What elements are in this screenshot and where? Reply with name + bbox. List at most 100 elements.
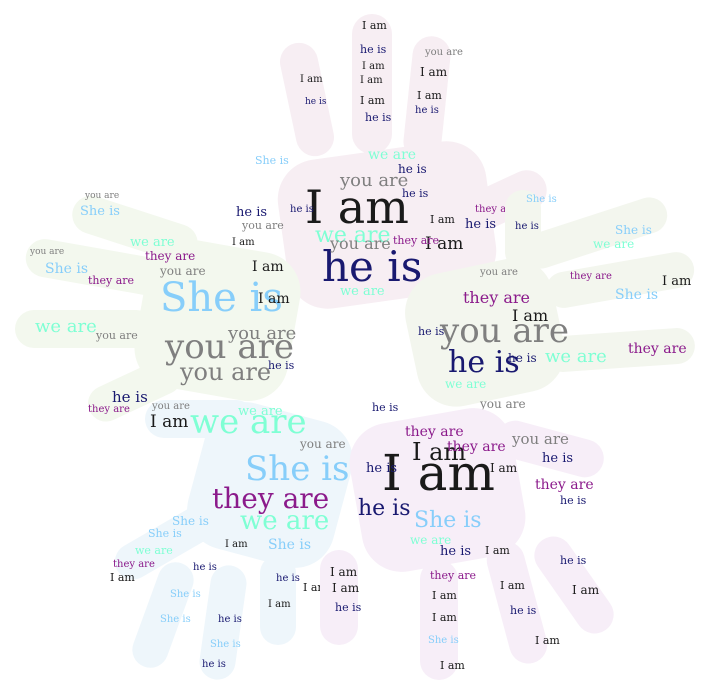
left-hand-word-you-are: you are: [160, 264, 206, 278]
left-hand-word-we-are: we are: [35, 316, 97, 337]
right-hand-word-you-are: you are: [480, 397, 526, 411]
bottom-right-hand-word-he-is: he is: [335, 601, 362, 614]
right-hand-word-they-are: they are: [628, 341, 687, 357]
bottom-left-hand-word-i-am: I am: [225, 539, 248, 550]
bottom-left-hand-word-he-is: he is: [218, 614, 242, 625]
bottom-left-hand-thumb: [145, 400, 255, 438]
bottom-right-hand-word-he-is: he is: [440, 544, 472, 559]
bottom-right-hand-word-i-am: I am: [412, 438, 467, 466]
top-hand-word-i-am: I am: [362, 19, 387, 32]
bottom-left-hand-word-they-are: they are: [113, 559, 155, 570]
bottom-right-hand-word-i-am: I am: [485, 544, 510, 557]
bottom-right-hand-word-we-are: we are: [410, 533, 452, 547]
top-hand-word-i-am: I am: [360, 75, 383, 86]
bottom-right-hand-finger: [320, 550, 358, 645]
right-hand-word-he-is: he is: [418, 325, 445, 338]
bottom-left-hand-word-he-is: he is: [202, 659, 226, 670]
top-hand-word-i-am: I am: [362, 61, 385, 72]
top-hand-word-he-is: he is: [402, 187, 429, 200]
bottom-left-hand-word-we-are: we are: [240, 506, 330, 536]
bottom-right-hand-word-he-is: he is: [542, 451, 574, 466]
left-hand-word-they-are: they are: [88, 274, 135, 287]
left-hand-word-she-is: She is: [80, 204, 120, 219]
left-hand-word-she-is: She is: [45, 261, 89, 277]
left-hand-word-i-am: I am: [232, 237, 255, 248]
top-hand-word-we-are: we are: [315, 223, 391, 248]
top-hand-word-he-is: he is: [415, 105, 439, 116]
bottom-right-hand-word-she-is: She is: [414, 508, 482, 533]
top-hand-word-he-is: he is: [290, 204, 314, 215]
right-hand-word-she-is: She is: [526, 194, 557, 205]
bottom-right-hand-word-they-are: they are: [447, 439, 506, 455]
top-hand-word-he-is: he is: [305, 97, 327, 107]
bottom-left-hand-word-he-is: he is: [276, 573, 300, 584]
bottom-left-hand-word-i-am: I am: [110, 571, 135, 584]
bottom-right-hand-word-i-am: I am: [432, 611, 457, 624]
bottom-right-hand-word-you-are: you are: [512, 430, 569, 448]
top-hand-word-i-am: I am: [425, 234, 464, 254]
right-hand-word-he-is: he is: [508, 351, 537, 365]
top-hand-word-i-am: I am: [360, 94, 385, 107]
left-hand-word-you-are-large: you are: [165, 327, 295, 367]
bottom-right-hand-word-he-is: he is: [366, 461, 398, 476]
left-hand-word-they-are: they are: [145, 249, 196, 263]
bottom-left-hand-finger: [260, 555, 296, 645]
bottom-left-hand-word-i-am: I am: [150, 412, 189, 432]
bottom-right-hand-finger: [420, 560, 458, 680]
left-hand-word-i-am: I am: [252, 259, 284, 275]
bottom-left-hand-word-she-is: She is: [172, 514, 209, 528]
top-hand-word-you-are: you are: [425, 47, 463, 58]
bottom-left-hand-word-we-are: we are: [238, 404, 283, 419]
bottom-right-hand-word-he-is: he is: [560, 554, 587, 567]
bottom-left-hand-word-we-are-large: we are: [190, 402, 307, 442]
left-hand-word-they-are: they are: [88, 404, 130, 415]
bottom-left-hand-word-she-is: She is: [210, 639, 241, 650]
bottom-left-hand-word-she-is: She is: [148, 527, 182, 540]
right-hand-word-they-are: they are: [463, 288, 530, 307]
top-hand-word-we-are: we are: [340, 284, 385, 299]
left-hand-word-she-is-large: She is: [160, 275, 283, 321]
bottom-right-hand-word-i-am: I am: [440, 659, 465, 672]
left-hand-word-you-are: you are: [228, 323, 297, 344]
bottom-right-hand-word-she-is: She is: [428, 635, 459, 646]
bottom-right-hand-word-they-are: they are: [430, 569, 477, 582]
left-hand-finger: [15, 310, 155, 348]
bottom-right-hand-word-i-am: I am: [490, 461, 518, 475]
left-hand-word-she-is: She is: [255, 154, 289, 167]
right-hand-word-i-am: I am: [662, 274, 692, 289]
bottom-right-hand-word-i-am: I am: [500, 579, 525, 592]
right-hand-word-you-are: you are: [480, 267, 518, 278]
bottom-left-hand-word-you-are: you are: [300, 437, 346, 451]
top-hand-word-i-am: I am: [417, 89, 442, 102]
bottom-right-hand-word-he-is: he is: [510, 604, 537, 617]
right-hand-word-we-are: we are: [445, 377, 487, 391]
top-hand-word-you-are: you are: [340, 170, 409, 191]
right-hand-word-she-is: She is: [615, 223, 652, 237]
bottom-left-hand-word-i-am: I am: [268, 599, 291, 610]
top-hand-word-he-is: he is: [465, 217, 497, 232]
left-hand-word-you-are: you are: [242, 219, 284, 232]
right-hand-word-we-are: we are: [545, 346, 607, 367]
top-hand-word-you-are: you are: [330, 234, 391, 253]
top-hand-word-he-is-large: he is: [322, 242, 423, 291]
top-hand-word-he-is: he is: [365, 111, 392, 124]
top-hand-word-i-am: I am: [300, 74, 323, 85]
top-hand-word-he-is: he is: [398, 162, 427, 176]
left-hand-word-i-am: I am: [258, 291, 290, 307]
top-hand-word-we-are: we are: [368, 147, 417, 163]
bottom-right-hand-word-i-am: I am: [572, 583, 600, 597]
bottom-left-hand-word-i-am: I am: [303, 581, 328, 594]
bottom-right-hand-word-i-am: I am: [332, 581, 360, 595]
right-hand-word-we-are: we are: [593, 237, 635, 251]
top-hand-word-i-am: I am: [430, 213, 455, 226]
bottom-right-hand-word-i-am-large: I am: [382, 444, 495, 502]
top-hand-word-they-are: they are: [393, 234, 440, 247]
bottom-right-hand-word-he-is: he is: [372, 401, 399, 414]
bottom-left-hand-word-she-is-large: She is: [245, 449, 350, 489]
bottom-right-hand-word-they-are: they are: [405, 424, 464, 440]
top-hand-word-i-am-large: I am: [305, 180, 409, 234]
bottom-right-hand-word-i-am: I am: [432, 589, 457, 602]
